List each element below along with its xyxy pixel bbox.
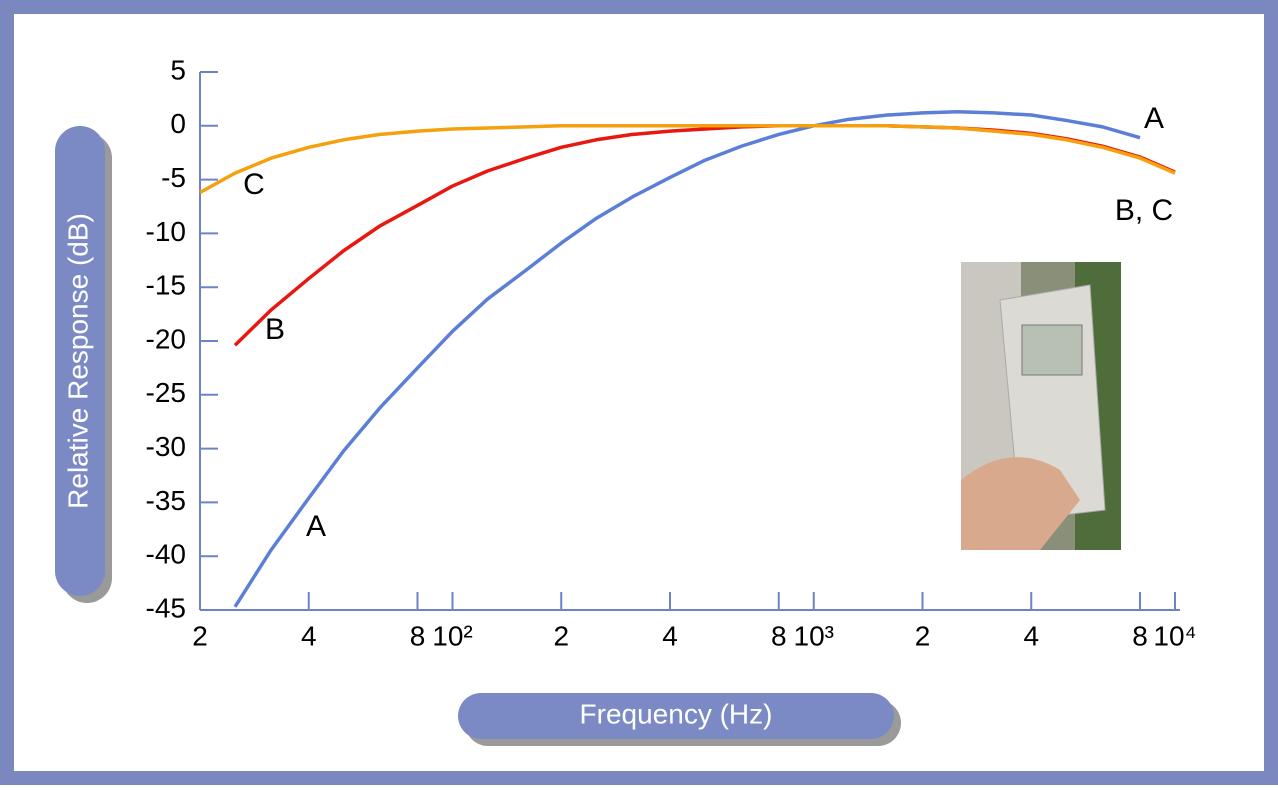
x-tick-label: 10² (432, 620, 472, 651)
x-tick-label: 10⁴ (1153, 620, 1196, 651)
x-tick-label: 4 (662, 620, 678, 651)
curve-label: A (1144, 102, 1164, 135)
y-tick-label: 5 (170, 54, 186, 85)
curve-label: B (265, 313, 285, 346)
y-tick-label: -35 (146, 485, 186, 516)
x-tick-label: 8 (410, 620, 426, 651)
y-tick-label: -45 (146, 592, 186, 623)
x-tick-label: 4 (301, 620, 317, 651)
y-tick-label: -20 (146, 323, 186, 354)
x-tick-label: 2 (553, 620, 569, 651)
curve-label: A (306, 510, 326, 543)
x-tick-label: 4 (1023, 620, 1039, 651)
y-tick-label: -5 (161, 162, 186, 193)
y-tick-label: -10 (146, 216, 186, 247)
xlabel-pill (458, 693, 894, 739)
y-tick-label: 0 (170, 108, 186, 139)
y-tick-label: -15 (146, 270, 186, 301)
x-tick-label: 2 (915, 620, 931, 651)
photo (961, 262, 1121, 550)
x-tick-label: 10³ (794, 620, 834, 651)
y-tick-label: -40 (146, 539, 186, 570)
x-tick-label: 2 (192, 620, 208, 651)
y-tick-label: -30 (146, 431, 186, 462)
line-series (233, 110, 1141, 608)
y-tick-label: -25 (146, 377, 186, 408)
x-axis-label: Frequency (Hz) (580, 698, 773, 729)
x-tick-label: 8 (1132, 620, 1148, 651)
x-tick-label: 8 (771, 620, 787, 651)
ylabel-pill (55, 126, 105, 596)
y-axis-label: Relative Response (dB) (62, 213, 93, 509)
curve-label: B, C (1115, 194, 1173, 227)
line-series (199, 124, 1176, 195)
curve-label: C (243, 168, 265, 201)
